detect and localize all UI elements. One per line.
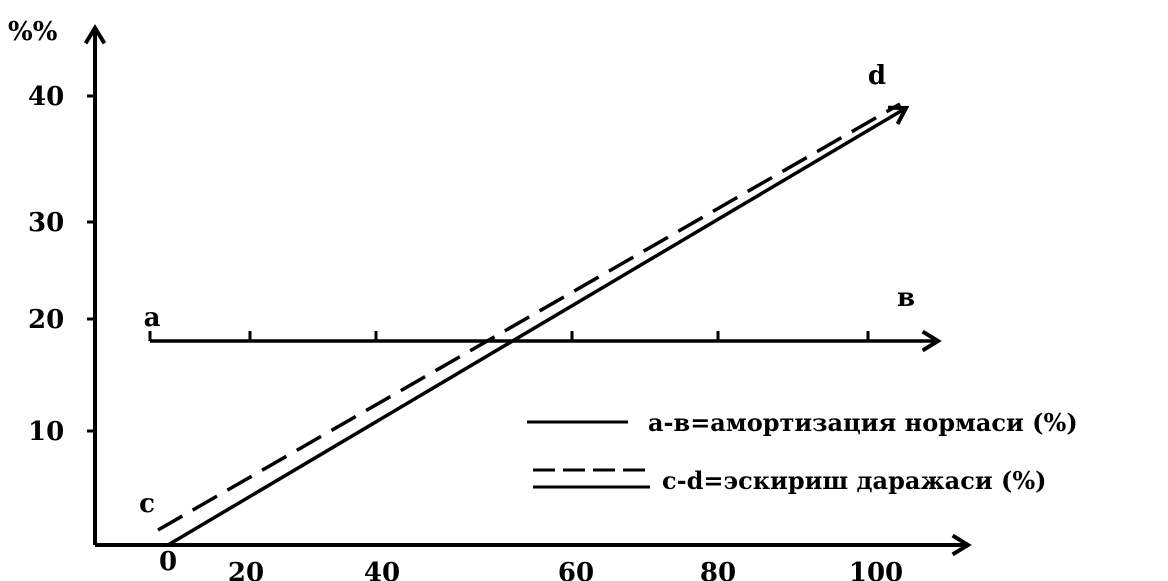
x-tick-label: 0 xyxy=(159,547,177,577)
point-label-b: в xyxy=(897,283,915,313)
legend-entry-ab: а-в=амортизация нормаси (%) xyxy=(648,408,1078,437)
legend: а-в=амортизация нормаси (%) с-d=эскириш д… xyxy=(527,408,1078,495)
y-axis-label: %% xyxy=(8,17,58,47)
x-tick-label: 60 xyxy=(558,558,594,581)
y-tick-label: 40 xyxy=(28,82,64,112)
point-label-d: d xyxy=(868,61,886,91)
x-tick-label: 80 xyxy=(700,558,736,581)
x-tick-label: 100 xyxy=(849,558,903,581)
legend-entry-cd: с-d=эскириш даражаси (%) xyxy=(662,466,1047,495)
point-label-c: с xyxy=(139,489,155,519)
point-labels: %% а в с d xyxy=(8,17,915,519)
y-tick-label: 30 xyxy=(28,208,64,238)
x-tick-label: 20 xyxy=(228,558,264,581)
point-label-a: а xyxy=(144,303,161,333)
x-tick-label: 40 xyxy=(364,558,400,581)
y-tick-label: 10 xyxy=(28,417,64,447)
y-tick-label: 20 xyxy=(28,305,64,335)
